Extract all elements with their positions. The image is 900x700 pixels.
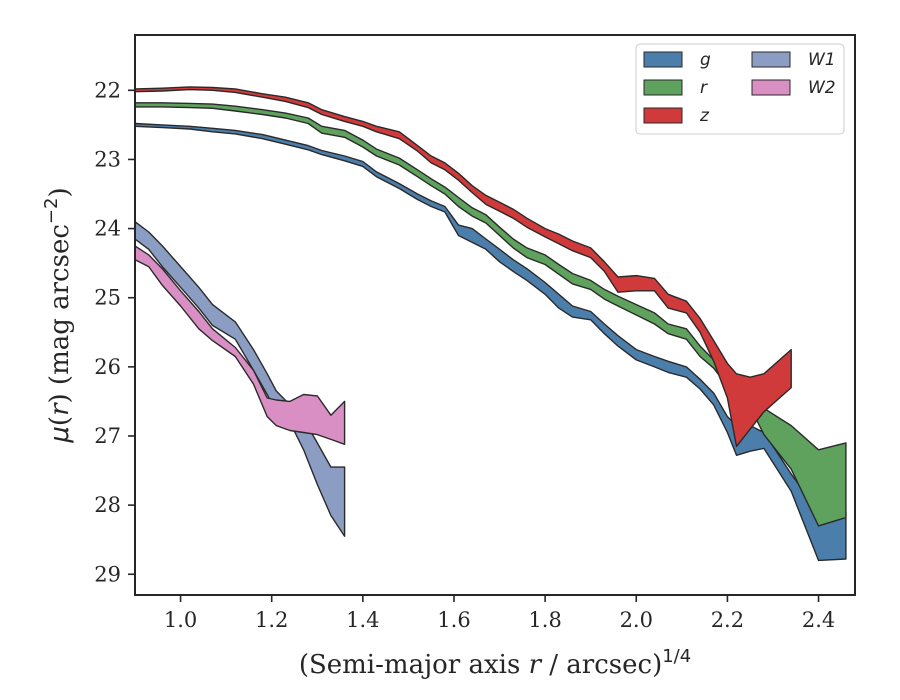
y-tick-label: 22 (94, 78, 121, 102)
legend: grz W1 W2 (635, 43, 845, 135)
y-tick-label: 28 (94, 493, 121, 517)
x-tick-label: 1.6 (437, 608, 470, 632)
x-tick-label: 2.0 (620, 608, 653, 632)
y-axis-label: μ(r) (mag arcsec−2) (41, 187, 75, 443)
legend-label-r: r (700, 78, 708, 98)
x-tick-label: 1.4 (346, 608, 379, 632)
x-axis-ticks: 1.0 1.2 1.4 1.6 1.8 2.0 2.2 2.4 (164, 595, 835, 632)
y-tick-label: 23 (94, 147, 121, 171)
x-tick-label: 1.2 (255, 608, 288, 632)
series-band-g (135, 122, 847, 562)
x-tick-label: 1.8 (528, 608, 561, 632)
legend-swatch-w2 (751, 79, 791, 96)
series-band-w2 (135, 245, 346, 445)
legend-box (635, 43, 845, 135)
series-band-w1 (135, 220, 346, 537)
y-tick-label: 26 (94, 355, 121, 379)
x-tick-label: 2.2 (711, 608, 744, 632)
y-tick-label: 27 (94, 424, 121, 448)
x-axis-label: (Semi-major axis r / arcsec)1/4 (299, 646, 691, 680)
plot-border (134, 34, 856, 596)
y-axis-ticks: 22 23 24 25 26 27 28 29 (94, 78, 135, 586)
series-band-z (135, 86, 792, 448)
legend-swatch-g (643, 51, 683, 68)
y-tick-label: 24 (94, 217, 121, 241)
legend-swatch-z (643, 107, 683, 124)
legend-swatch-w1 (751, 51, 791, 68)
profile-bands (135, 86, 847, 562)
y-tick-label: 29 (94, 562, 121, 586)
legend-label-g: g (700, 50, 711, 70)
plot-frame (134, 34, 856, 596)
x-tick-label: 2.4 (802, 608, 835, 632)
y-tick-label: 25 (94, 286, 121, 310)
series-band-r (135, 102, 847, 527)
legend-label-w1: W1 (808, 50, 836, 70)
x-tick-label: 1.0 (164, 608, 197, 632)
legend-label-z: z (699, 106, 710, 126)
legend-label-w2: W2 (808, 78, 836, 98)
legend-swatch-r (643, 79, 683, 96)
